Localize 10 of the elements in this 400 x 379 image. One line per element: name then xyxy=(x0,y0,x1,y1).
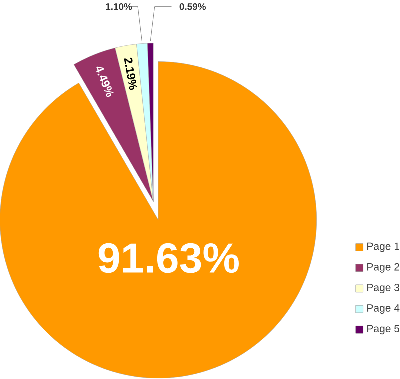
legend-label: Page 2 xyxy=(368,264,400,274)
data-label: 2.19% xyxy=(124,58,138,90)
data-label: 91.63% xyxy=(98,244,239,274)
data-label: 1.10% xyxy=(106,4,132,10)
legend-label: Page 5 xyxy=(368,325,400,335)
legend-label: Page 3 xyxy=(368,284,400,294)
data-label: 4.49% xyxy=(96,67,114,98)
legend-label: Page 1 xyxy=(368,243,400,252)
data-label: 0.59% xyxy=(180,4,206,10)
legend-label: Page 4 xyxy=(368,304,400,314)
